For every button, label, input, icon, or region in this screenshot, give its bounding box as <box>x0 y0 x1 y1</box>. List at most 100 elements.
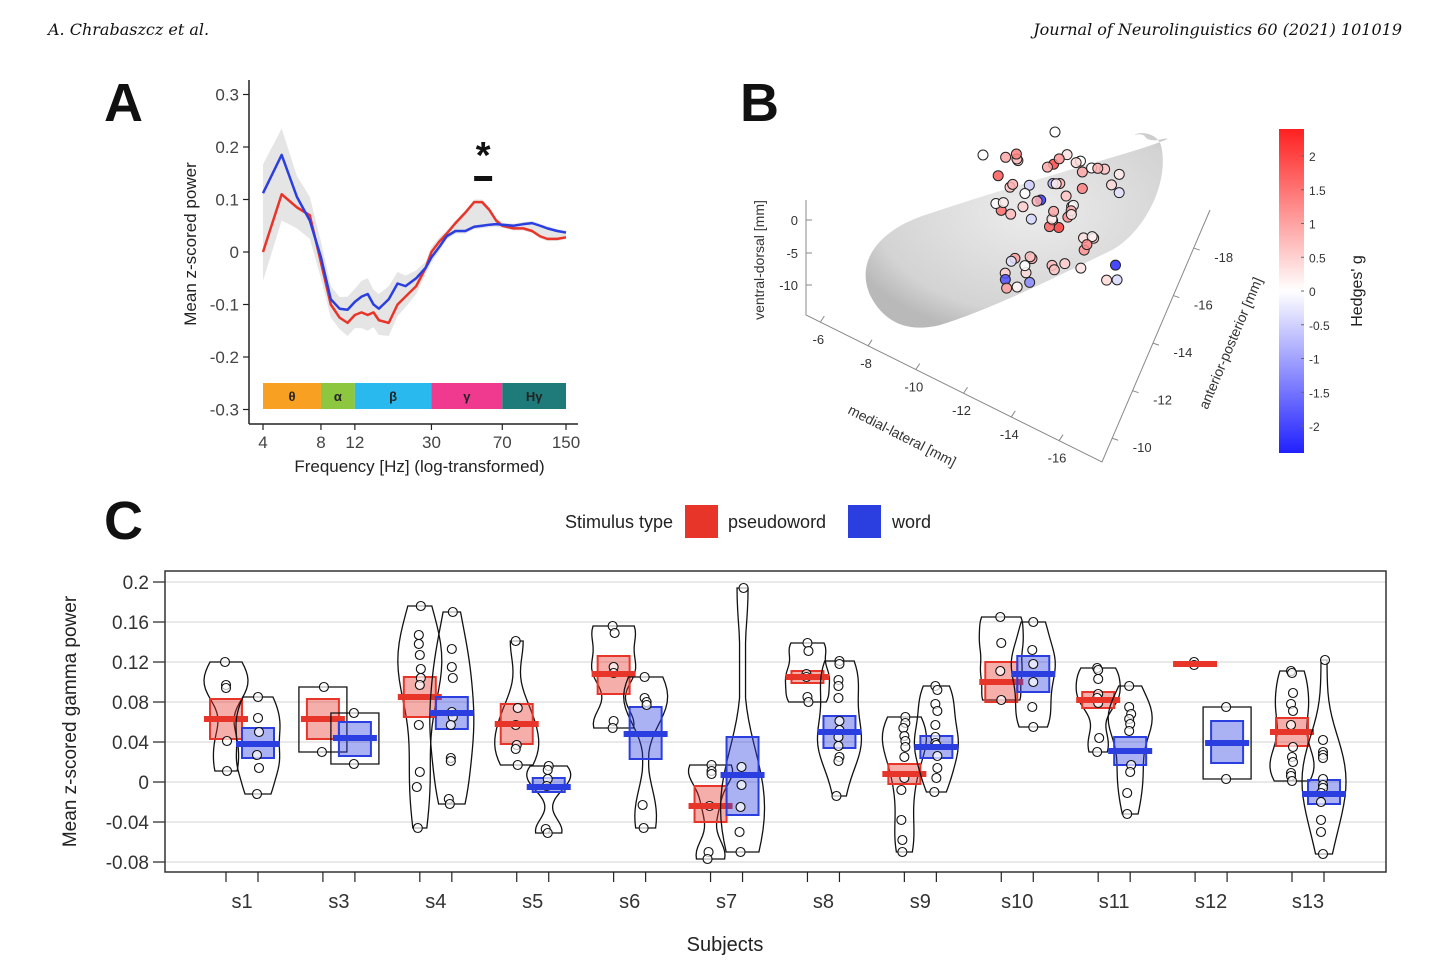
violin-outline-pseudoword <box>397 605 443 829</box>
z-tick-label: 0 <box>791 213 798 228</box>
electrode-point <box>1106 179 1118 191</box>
mean-bar-word <box>429 710 474 716</box>
colorbar-tick-label: 2 <box>1309 150 1316 164</box>
data-point-word <box>1317 848 1329 860</box>
electrode-point <box>1031 195 1043 207</box>
y-axis-title: anterior-posterior [mm] <box>1195 275 1265 412</box>
series-line-word <box>261 153 567 311</box>
mean-bar-word <box>236 741 280 747</box>
electrode-point <box>1050 178 1062 190</box>
x-tick <box>963 386 968 394</box>
x-tick-label: 150 <box>552 433 580 452</box>
data-point-pseudoword <box>510 635 521 647</box>
data-point-word <box>447 672 458 684</box>
data-point-pseudoword <box>609 627 620 639</box>
data-point-pseudoword <box>221 765 233 777</box>
x-tick <box>867 339 873 347</box>
data-point-word <box>1315 826 1327 838</box>
violin-outline-word <box>1202 706 1252 780</box>
y-tick <box>1193 247 1200 251</box>
data-point-word <box>1221 701 1232 713</box>
legend-label-word: word <box>891 512 931 532</box>
violin-outline-word <box>719 587 766 853</box>
data-point-word <box>932 684 943 696</box>
data-point-pseudoword <box>1287 687 1299 699</box>
electrode-point <box>1025 213 1037 225</box>
electrode-point <box>1001 282 1013 294</box>
z-axis-title: ventral-dorsal [mm] <box>751 200 767 320</box>
y-tick <box>1152 342 1160 346</box>
legend-swatch-pseudoword <box>685 505 718 538</box>
data-point-word <box>833 755 844 767</box>
data-point-pseudoword <box>512 759 523 771</box>
data-point-word <box>1122 787 1133 799</box>
mean-bar-word <box>1011 671 1056 677</box>
y-tick-label: -0.1 <box>210 296 239 315</box>
data-point-word <box>932 750 943 762</box>
data-point-pseudoword <box>896 814 907 826</box>
electrode-point <box>1111 274 1123 286</box>
data-point-word <box>736 779 747 791</box>
electrode-point <box>992 170 1004 182</box>
electrode-point <box>1041 161 1053 173</box>
data-point-word <box>831 790 842 802</box>
data-point-pseudoword <box>1287 705 1299 717</box>
data-point-pseudoword <box>1287 756 1299 768</box>
electrode-point <box>1060 190 1072 202</box>
violin-outline-pseudoword <box>298 686 348 753</box>
z-tick-label: -10 <box>779 278 798 293</box>
x-tick-label: s6 <box>619 891 640 913</box>
data-point-word <box>253 762 265 774</box>
legend-title: Stimulus type <box>565 512 673 532</box>
data-point-pseudoword <box>412 822 423 834</box>
data-point-word <box>641 699 652 711</box>
data-point-word <box>930 719 941 731</box>
electrode-point <box>1076 166 1088 178</box>
data-point-pseudoword <box>1093 673 1104 685</box>
y-tick-label: 0 <box>138 773 149 794</box>
x-tick-label: s1 <box>231 891 252 913</box>
data-point-word <box>1027 701 1038 713</box>
frequency-band-label: α <box>334 389 342 404</box>
x-tick-label: s10 <box>1001 891 1033 913</box>
data-point-word <box>1319 654 1331 666</box>
data-point-word <box>638 822 649 834</box>
frequency-band-label: Hγ <box>526 389 543 404</box>
y-tick-label: -0.08 <box>106 853 149 874</box>
data-point-pseudoword <box>221 735 233 747</box>
x-tick <box>1058 434 1064 441</box>
violin-outline-word <box>1301 659 1347 855</box>
violin-outline-word <box>330 712 380 765</box>
y-tick-label: 0.2 <box>215 138 239 157</box>
y-tick-label: 0.2 <box>123 573 149 594</box>
violin-outline-pseudoword <box>978 616 1024 701</box>
data-point-pseudoword <box>706 768 717 780</box>
data-point-pseudoword <box>1286 775 1298 787</box>
electrode-point <box>1007 178 1019 190</box>
data-point-pseudoword <box>413 629 424 641</box>
violin-outline-word <box>235 696 281 795</box>
series-line-pseudoword <box>261 193 567 325</box>
data-point-word <box>251 749 263 761</box>
frequency-band-Hγ <box>502 383 566 409</box>
significance-bar <box>474 176 493 181</box>
data-point-word <box>445 719 456 731</box>
x-axis-title: medial-lateral [mm] <box>846 401 959 469</box>
x-tick-label: -8 <box>860 356 872 371</box>
mean-bar-word <box>1302 791 1346 797</box>
data-point-pseudoword <box>1285 719 1297 731</box>
data-point-word <box>1028 721 1039 733</box>
data-point-word <box>447 606 458 618</box>
data-point-pseudoword <box>607 722 618 734</box>
x-tick-label: s8 <box>813 891 834 913</box>
mean-bar-pseudoword <box>688 803 733 809</box>
y-tick-label: 0.04 <box>112 733 149 754</box>
colorbar-tick-label: 1 <box>1309 218 1316 232</box>
x-tick-label: s13 <box>1292 891 1324 913</box>
electrode-point <box>1059 258 1071 270</box>
data-point-word <box>932 762 943 774</box>
violin-outline-word <box>1107 685 1153 815</box>
x-tick-label: 4 <box>258 433 267 452</box>
mean-bar-pseudoword <box>1076 697 1121 703</box>
